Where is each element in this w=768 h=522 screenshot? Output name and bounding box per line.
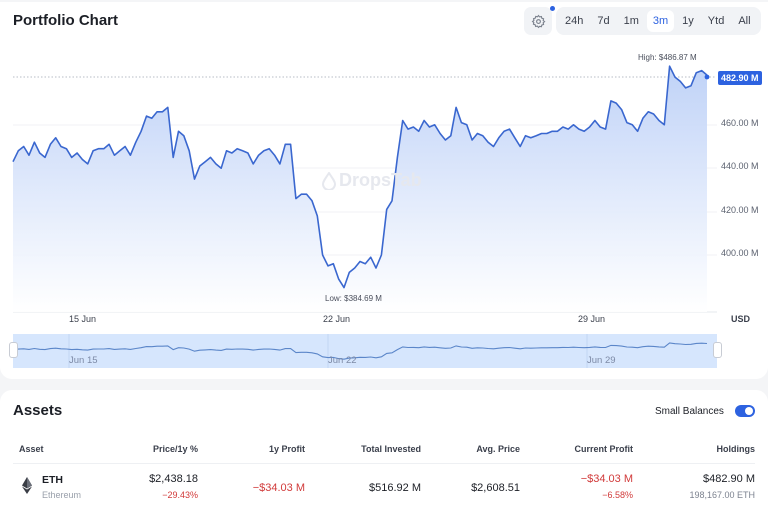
navigator-minichart [12, 334, 708, 368]
x-tick-15-jun: 15 Jun [69, 314, 97, 324]
current-point-marker [704, 74, 710, 80]
asset-avg-price: $2,608.51 [471, 482, 520, 494]
asset-holdings-value: $482.90 M [703, 473, 755, 485]
range-24h[interactable]: 24h [565, 15, 584, 27]
ethereum-icon [22, 477, 32, 494]
navigator-label-jun29: Jun 29 [587, 355, 616, 366]
navigator-right-handle[interactable] [713, 342, 722, 358]
chart-title: Portfolio Chart [13, 12, 118, 29]
x-tick-29-jun: 29 Jun [578, 314, 606, 324]
current-value-tag: 482.90 M [718, 71, 762, 85]
small-balances-label: Small Balances [655, 406, 724, 417]
asset-total-invested: $516.92 M [369, 482, 421, 494]
small-balances-toggle[interactable] [735, 405, 755, 417]
asset-name: Ethereum [42, 490, 82, 500]
navigator-label-jun15: Jun 15 [69, 355, 98, 366]
currency-label: USD [731, 314, 751, 324]
x-tick-22-jun: 22 Jun [323, 314, 351, 324]
range-1m[interactable]: 1m [623, 15, 639, 27]
high-label: High: $486.87 M [638, 53, 697, 62]
asset-current-profit-pct: −6.58% [602, 490, 633, 500]
navigator-label-jun22: Jun 22 [328, 355, 357, 366]
navigator-left-handle[interactable] [9, 342, 18, 358]
col-total-invested[interactable]: Total Invested [361, 444, 421, 454]
gear-icon [531, 14, 545, 28]
assets-card: Assets Small Balances Asset Price/1y % 1… [0, 390, 768, 522]
asset-current-profit: −$34.03 M [580, 473, 633, 485]
y-tick-440: 440.00 M [721, 161, 759, 171]
col-price[interactable]: Price/1y % [152, 444, 198, 454]
asset-profit-1y: −$34.03 M [252, 482, 305, 494]
y-tick-420: 420.00 M [721, 205, 759, 215]
col-current-profit[interactable]: Current Profit [574, 444, 634, 454]
header-divider [13, 463, 755, 464]
toggle-knob [745, 407, 753, 415]
range-ytd[interactable]: Ytd [707, 15, 725, 27]
y-tick-460: 460.00 M [721, 118, 759, 128]
asset-holdings-amount: 198,167.00 ETH [689, 490, 755, 500]
asset-price: $2,438.18 [149, 473, 198, 485]
col-holdings[interactable]: Holdings [716, 444, 756, 454]
assets-title: Assets [13, 402, 63, 419]
range-navigator[interactable] [13, 334, 717, 368]
drop-logo-icon [322, 171, 336, 190]
asset-change-1y: −29.43% [162, 490, 198, 500]
range-7d[interactable]: 7d [597, 15, 610, 27]
range-1y[interactable]: 1y [682, 15, 694, 27]
col-1y-profit[interactable]: 1y Profit [268, 444, 305, 454]
range-3m[interactable]: 3m [646, 10, 675, 32]
low-label: Low: $384.69 M [325, 294, 382, 303]
col-asset[interactable]: Asset [19, 444, 44, 454]
col-avg-price[interactable]: Avg. Price [476, 444, 520, 454]
portfolio-chart-card: Portfolio Chart 24h 7d 1m 3m 1y Ytd All [0, 2, 768, 379]
range-all[interactable]: All [738, 15, 751, 27]
y-tick-400: 400.00 M [721, 248, 759, 258]
portfolio-area-chart[interactable] [0, 2, 768, 332]
chart-settings-button[interactable] [524, 7, 552, 35]
notification-dot [550, 6, 555, 11]
asset-symbol: ETH [42, 474, 63, 486]
time-range-selector: 24h 7d 1m 3m 1y Ytd All [556, 7, 761, 35]
dropstab-watermark: DropsTab [322, 170, 422, 191]
